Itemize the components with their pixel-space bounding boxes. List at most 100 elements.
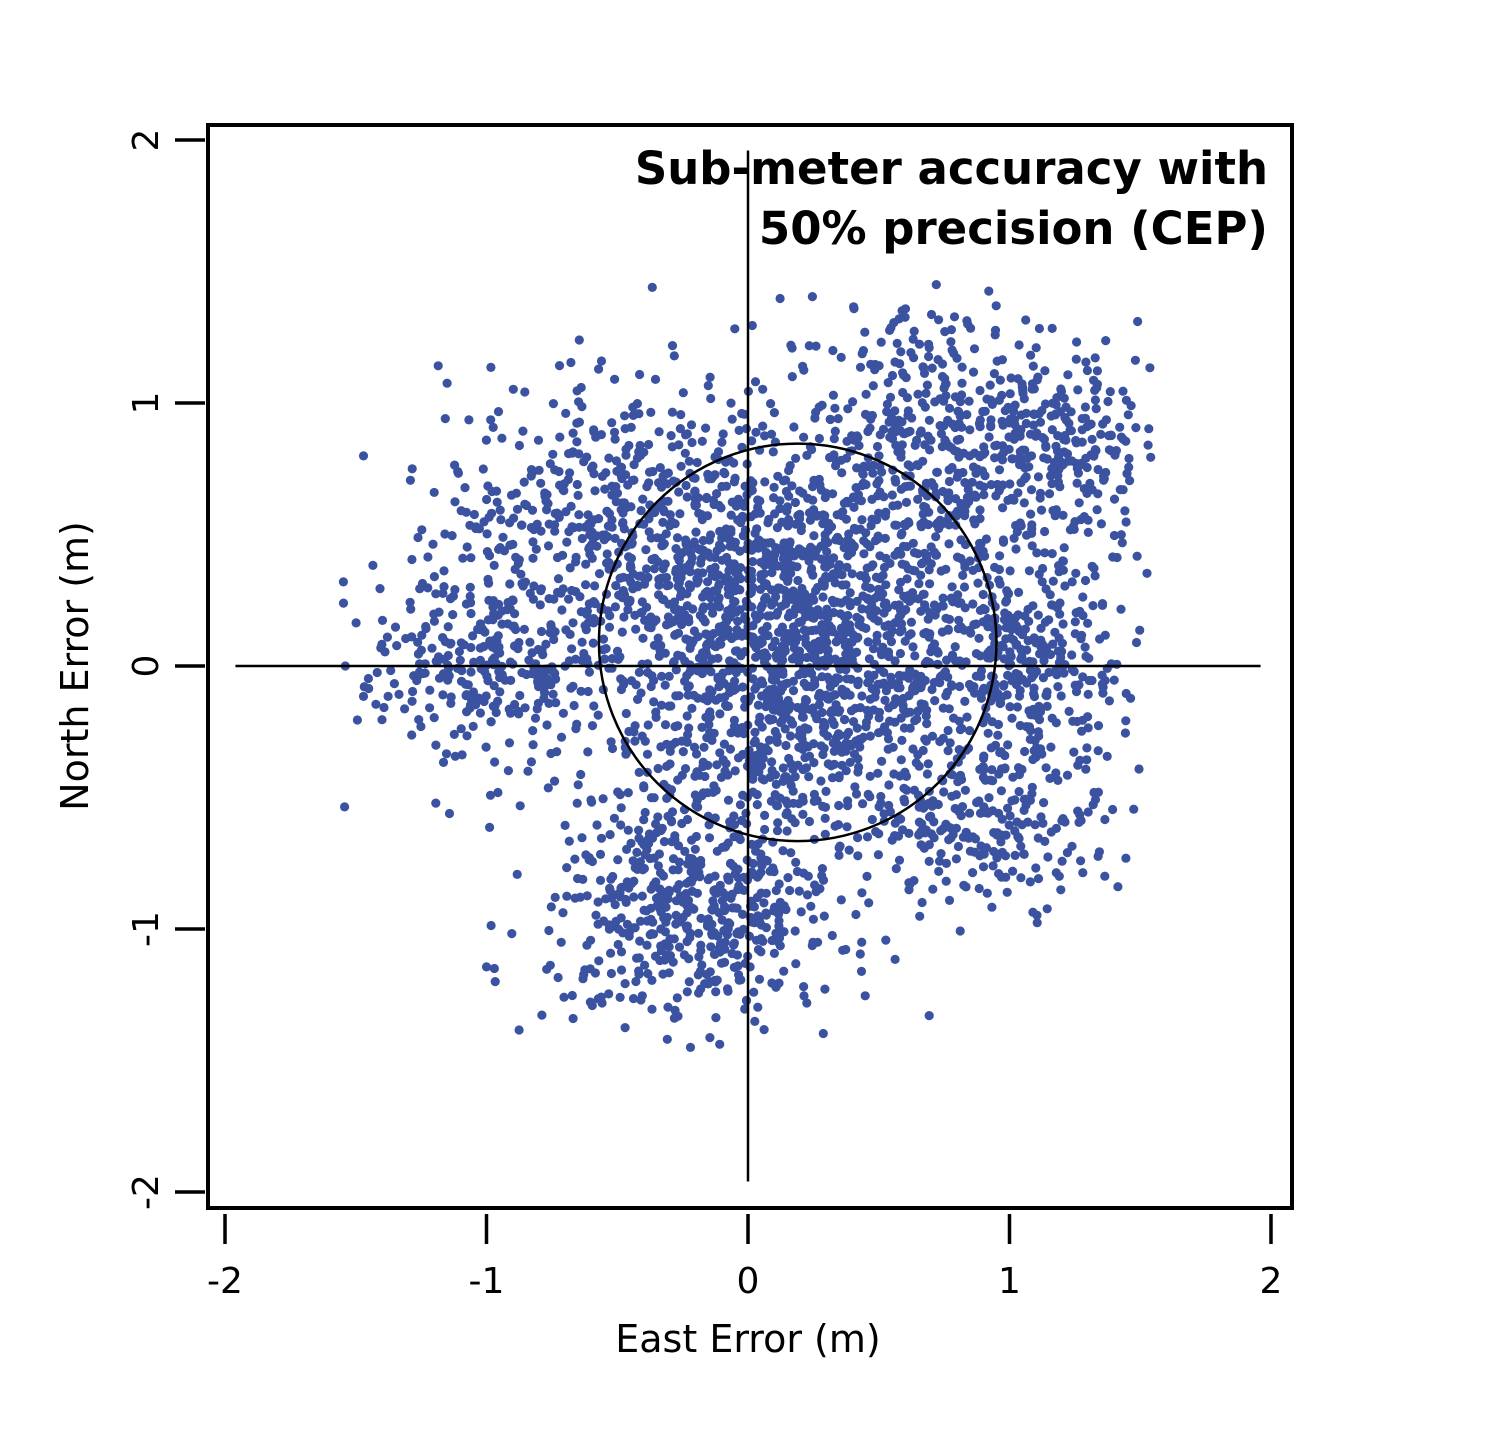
data-point [855, 571, 866, 581]
data-point [478, 464, 488, 474]
data-point [1109, 530, 1119, 541]
data-point [778, 846, 788, 856]
data-point [493, 787, 503, 798]
data-point [1011, 544, 1021, 554]
data-point [616, 947, 627, 957]
data-point [885, 432, 895, 442]
data-point [484, 551, 495, 561]
data-point [483, 676, 493, 686]
data-point [827, 930, 837, 941]
data-point [666, 817, 677, 827]
data-point [859, 549, 869, 559]
data-point [692, 574, 702, 584]
data-point [706, 530, 716, 540]
data-point [983, 614, 993, 624]
data-point [1108, 804, 1118, 815]
data-point [1087, 434, 1097, 444]
data-point [510, 564, 520, 575]
data-point [917, 398, 927, 408]
data-point [926, 435, 936, 445]
data-point [913, 750, 923, 760]
data-point [1062, 848, 1072, 858]
data-point [906, 617, 917, 627]
data-point [768, 714, 778, 725]
data-point [497, 606, 507, 616]
data-point [813, 937, 823, 947]
data-point [528, 726, 538, 736]
data-point [1040, 617, 1050, 627]
data-point [1035, 417, 1046, 427]
data-point [1124, 453, 1134, 464]
data-point [708, 608, 718, 618]
data-point [783, 629, 793, 639]
data-point [625, 597, 635, 607]
data-point [804, 751, 815, 761]
data-point [662, 761, 672, 772]
data-point [405, 475, 415, 485]
data-point [851, 789, 862, 799]
data-point [690, 844, 700, 854]
data-point [721, 481, 732, 491]
data-point [1019, 498, 1029, 508]
data-point [577, 533, 587, 544]
data-point [938, 824, 948, 834]
data-point [820, 813, 830, 824]
data-point [583, 520, 593, 530]
data-point [969, 620, 979, 630]
data-point [639, 447, 649, 457]
data-point [504, 704, 514, 714]
data-point [885, 325, 895, 335]
data-point [542, 964, 552, 974]
data-point [604, 453, 614, 463]
data-point [1009, 495, 1019, 505]
data-point [637, 891, 647, 901]
data-point [647, 282, 657, 292]
data-point [895, 359, 905, 369]
data-point [618, 586, 628, 596]
data-point [863, 789, 873, 800]
data-point [596, 992, 606, 1002]
data-point [846, 674, 856, 685]
data-point [599, 535, 609, 545]
data-point [975, 605, 986, 616]
data-point [520, 703, 530, 713]
data-point [1001, 597, 1011, 607]
data-point [896, 755, 906, 765]
data-point [897, 417, 907, 427]
data-point [582, 940, 592, 950]
data-point [685, 1042, 696, 1052]
data-point [646, 407, 656, 417]
data-point [748, 858, 758, 869]
data-point [490, 757, 500, 767]
data-point [599, 916, 609, 926]
data-point [489, 609, 499, 619]
data-point [667, 807, 678, 817]
data-point [786, 340, 796, 350]
data-point [781, 772, 791, 782]
data-point [787, 481, 797, 491]
data-point [671, 564, 681, 575]
data-point [839, 714, 850, 725]
data-point [1079, 511, 1089, 522]
data-point [907, 588, 918, 598]
data-point [892, 338, 902, 348]
data-point [1042, 904, 1052, 914]
data-point [676, 410, 686, 420]
data-point [792, 562, 802, 572]
data-point [875, 487, 885, 497]
data-point [943, 746, 953, 756]
data-point [880, 533, 890, 544]
data-point [721, 457, 731, 467]
data-point [607, 515, 617, 525]
data-point [934, 856, 945, 866]
data-point [721, 701, 732, 712]
data-point [799, 625, 809, 635]
data-point [588, 638, 598, 648]
data-point [761, 592, 771, 602]
data-point [798, 796, 808, 806]
data-point [1011, 668, 1021, 679]
data-point [444, 671, 454, 681]
data-point [1019, 849, 1029, 860]
data-point [933, 659, 943, 670]
data-point [988, 776, 998, 786]
